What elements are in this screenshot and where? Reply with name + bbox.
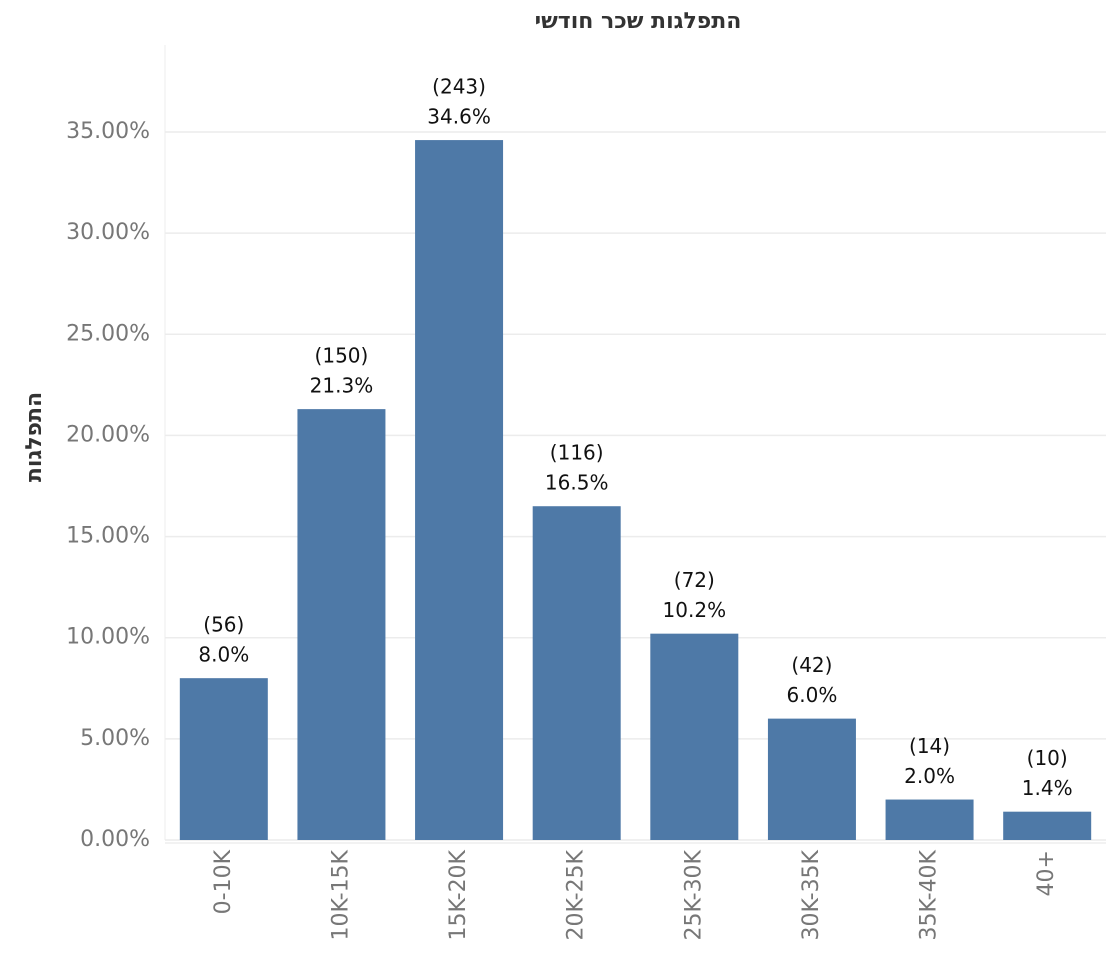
bar [767,718,856,840]
count-label: (42) [791,653,832,677]
bar [415,140,504,840]
bar [1003,811,1092,840]
y-tick-label: 25.00% [66,321,150,346]
bar [885,799,974,840]
x-tick-label: 10K-15K [328,849,353,940]
bar [650,633,739,840]
y-tick-label: 5.00% [80,726,150,751]
bar [297,409,386,840]
y-tick-label: 0.00% [80,827,150,852]
chart-title: התפלגות שכר חודשי [535,9,742,34]
count-label: (72) [674,568,715,592]
y-tick-label: 30.00% [66,220,150,245]
x-tick-label: 20K-25K [564,849,589,940]
value-label: 16.5% [545,471,609,495]
y-tick-label: 15.00% [66,524,150,549]
value-label: 1.4% [1022,776,1073,800]
x-tick-label: 15K-20K [446,849,471,940]
value-label: 21.3% [310,374,374,398]
x-tick-label: 0-10K [211,849,236,914]
value-label: 34.6% [427,105,491,129]
bar [179,678,268,840]
count-label: (14) [909,734,950,758]
y-tick-label: 20.00% [66,422,150,447]
value-label: 10.2% [663,598,727,622]
x-tick-label: 25K-30K [681,849,706,940]
value-label: 6.0% [787,683,838,707]
x-tick-label: 30K-35K [799,849,824,940]
y-axis-label: התפלגות [22,392,47,482]
x-tick-label: 35K-40K [917,849,942,940]
count-label: (116) [550,441,604,465]
value-label: 2.0% [904,764,955,788]
count-label: (10) [1027,746,1068,770]
count-label: (150) [315,344,369,368]
x-tick-label: 40+ [1034,850,1059,896]
y-tick-label: 35.00% [66,119,150,144]
y-tick-label: 10.00% [66,625,150,650]
value-label: 8.0% [198,643,249,667]
count-label: (243) [432,75,486,99]
bar [532,506,621,840]
count-label: (56) [203,613,244,637]
